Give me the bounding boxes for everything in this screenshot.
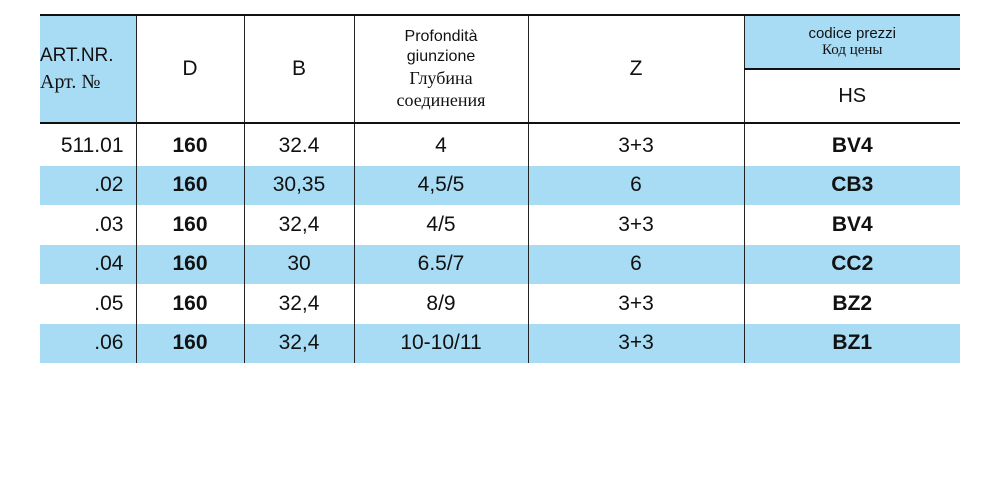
d-cell: 160 [136, 323, 245, 363]
price-code-label: codice prezzi [808, 25, 897, 42]
z-cell: 6 [528, 244, 745, 284]
code-cell: CB3 [744, 165, 960, 205]
price-code-header: codice prezzi Код цены [744, 14, 960, 70]
d-cell: 160 [136, 244, 245, 284]
art-cell: .04 [40, 244, 137, 284]
code-cell: BV4 [831, 212, 873, 236]
art-nr-header: ART.NR. Арт. № [40, 14, 137, 124]
price-code-ru-label: Код цены [822, 42, 883, 58]
table-row: .02 160 30,35 4,5/5 6 CB3 [40, 165, 960, 205]
table-row: .05 160 32,4 8/9 3+3 BZ2 [40, 284, 960, 324]
code-cell: BV4 [831, 133, 873, 157]
b-cell: 30,35 [244, 165, 355, 205]
table-row: .03 160 32,4 4/5 3+3 BV4 [40, 205, 960, 245]
b-cell: 32,4 [244, 205, 355, 245]
depth-cell: 4,5/5 [354, 165, 529, 205]
d-cell: 160 [136, 123, 245, 166]
art-nr-ru-label: Арт. № [40, 71, 101, 93]
hs-header: HS [744, 69, 960, 124]
code-cell: CC2 [744, 244, 960, 284]
depth-cell: 4 [354, 123, 529, 166]
table-row: .04 160 30 6.5/7 6 CC2 [40, 244, 960, 284]
art-cell: .06 [40, 323, 137, 363]
art-cell: 511.01 [40, 123, 137, 166]
depth-ru-label-1: Глубина [409, 68, 473, 88]
z-cell: 3+3 [528, 323, 745, 363]
code-cell: BZ2 [832, 291, 873, 315]
code-cell: BZ1 [744, 323, 960, 363]
header-row-2: HS [40, 69, 960, 124]
b-cell: 32.4 [244, 123, 355, 166]
b-cell: 32,4 [244, 284, 355, 324]
z-cell: 3+3 [528, 284, 745, 324]
article-table: ART.NR. Арт. № D B Profondità giunzione … [40, 14, 960, 363]
art-cell: .05 [40, 284, 137, 324]
depth-ru-label-2: соединения [396, 90, 486, 110]
d-header: D [136, 14, 245, 124]
d-cell: 160 [136, 165, 245, 205]
depth-cell: 6.5/7 [354, 244, 529, 284]
b-cell: 30 [244, 244, 355, 284]
z-cell: 6 [528, 165, 745, 205]
depth-cell: 4/5 [354, 205, 529, 245]
art-cell: .02 [40, 165, 137, 205]
b-cell: 32,4 [244, 323, 355, 363]
depth-header: Profondità giunzione Глубина соединения [354, 14, 529, 124]
z-cell: 3+3 [528, 123, 745, 166]
table-row: .06 160 32,4 10-10/11 3+3 BZ1 [40, 323, 960, 363]
b-header: B [244, 14, 355, 124]
depth-cell: 10-10/11 [354, 323, 529, 363]
header-row: ART.NR. Арт. № D B Profondità giunzione … [40, 14, 960, 124]
depth-cell: 8/9 [354, 284, 529, 324]
art-cell: .03 [40, 205, 137, 245]
d-cell: 160 [136, 284, 245, 324]
depth-label-1: Profondità [404, 28, 478, 45]
z-header: Z [528, 14, 745, 124]
z-cell: 3+3 [528, 205, 745, 245]
art-nr-label: ART.NR. [40, 45, 114, 66]
depth-label-2: giunzione [406, 48, 476, 65]
d-cell: 160 [136, 205, 245, 245]
table-row: 511.01 160 32.4 4 3+3 BV4 [40, 123, 960, 166]
